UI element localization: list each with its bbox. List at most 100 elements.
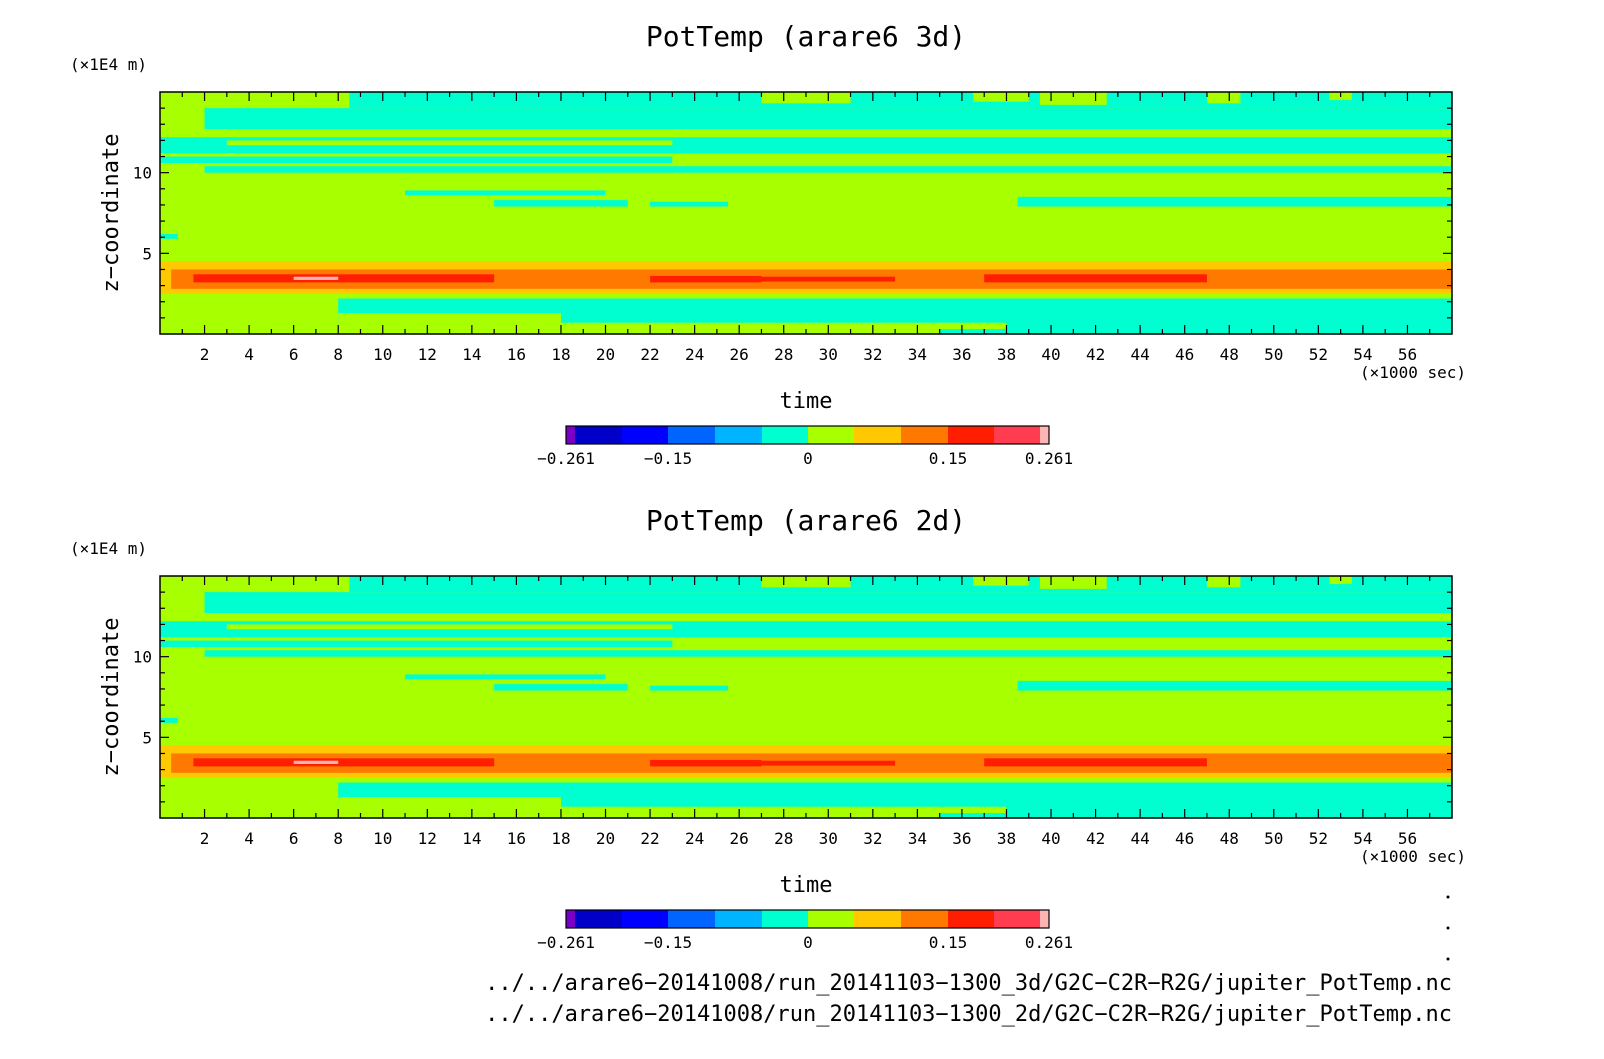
contour-region	[1039, 92, 1107, 105]
contour-region	[204, 592, 1452, 614]
colorbar-swatch	[575, 910, 622, 928]
colorbar-label: 0.261	[1025, 449, 1073, 468]
x-tick-label: 40	[1041, 345, 1060, 364]
x-tick-label: 50	[1264, 829, 1283, 848]
x-tick-label: 32	[863, 829, 882, 848]
contour-region	[349, 576, 1452, 593]
colorbar-swatch	[994, 910, 1040, 928]
colorbar-swatch	[901, 426, 948, 444]
panel-2d: PotTemp (arare6 2d) (×1E4 m) 2 4 6 8 10 12 14 1…	[70, 504, 1466, 952]
contour-region	[226, 140, 673, 146]
y-tick-label: 5	[142, 728, 152, 747]
x-tick-label: 8	[333, 345, 343, 364]
x-tick-label: 52	[1309, 829, 1328, 848]
x-tick-label: 2	[200, 829, 210, 848]
x-tick-label: 10	[373, 829, 392, 848]
dot-marker	[1446, 895, 1450, 899]
y-tick-label: 10	[133, 648, 152, 667]
x-tick-label: 8	[333, 829, 343, 848]
colorbar-swatch	[808, 426, 854, 444]
contour-region	[226, 624, 673, 630]
contour-region	[204, 650, 1452, 657]
contour-region	[338, 797, 561, 814]
colorbar-swatch	[622, 426, 668, 444]
contour-region	[349, 92, 1452, 109]
colorbar-swatch	[566, 910, 575, 928]
colorbar-swatch	[762, 910, 808, 928]
contour-region	[338, 313, 561, 330]
x-tick-label: 44	[1131, 345, 1150, 364]
x-tick-label: 56	[1398, 345, 1417, 364]
dot-marker	[1446, 957, 1450, 961]
contour-region	[193, 758, 495, 767]
colorbar-label: 0.261	[1025, 933, 1073, 952]
x-tick-label: 42	[1086, 829, 1105, 848]
contour-region	[160, 129, 1452, 138]
contour-region	[761, 92, 851, 104]
contour-region	[650, 759, 762, 767]
contour-region	[973, 576, 1029, 586]
x-tick-label: 46	[1175, 345, 1194, 364]
y-unit-label: (×1E4 m)	[70, 539, 147, 558]
axis-ticks: 2 4 6 8 10 12 14 16 18 20 22 24 26 28 30 32 34 36 38 40 42 44…	[133, 576, 1452, 848]
contour-region	[204, 166, 1452, 173]
contour-region	[160, 233, 178, 239]
colorbar-label: 0.15	[929, 449, 968, 468]
colorbar-frame	[565, 425, 1050, 445]
contour-region	[494, 684, 628, 691]
contour-region	[204, 108, 1452, 130]
x-tick-label: 18	[551, 345, 570, 364]
colorbar-label: 0	[803, 933, 813, 952]
contour-region	[1017, 680, 1452, 691]
contour-region	[761, 576, 851, 588]
contour-region	[405, 190, 606, 196]
contour-region	[939, 813, 1452, 818]
y-tick-label: 10	[133, 164, 152, 183]
x-axis-label: time	[780, 389, 833, 414]
x-tick-label: 36	[952, 829, 971, 848]
contour-region	[650, 685, 729, 691]
x-tick-label: 22	[640, 345, 659, 364]
colorbar: −0.261 −0.15 0 0.15 0.261	[537, 425, 1073, 468]
contour-region	[1206, 92, 1241, 104]
contour-region	[160, 137, 1452, 154]
contour-region	[160, 640, 673, 647]
x-tick-label: 30	[819, 829, 838, 848]
x-tick-label: 10	[373, 345, 392, 364]
y-axis-label: z−coordinate	[99, 134, 124, 293]
x-tick-label: 40	[1041, 829, 1060, 848]
x-tick-label: 38	[997, 829, 1016, 848]
colorbar-label: 0	[803, 449, 813, 468]
x-tick-label: 20	[596, 829, 615, 848]
x-axis-label: time	[780, 873, 833, 898]
colorbar-swatch	[566, 426, 575, 444]
colorbar-label: −0.261	[537, 449, 595, 468]
plot-area	[160, 576, 1452, 818]
contour-region	[193, 274, 495, 283]
y-tick-label: 5	[142, 244, 152, 263]
x-tick-label: 4	[244, 345, 254, 364]
contour-region	[973, 92, 1029, 102]
colorbar-swatch	[854, 910, 901, 928]
x-tick-label: 56	[1398, 829, 1417, 848]
x-tick-label: 28	[774, 345, 793, 364]
x-tick-label: 14	[462, 345, 481, 364]
colorbar-label: 0.15	[929, 933, 968, 952]
x-tick-label: 16	[507, 345, 526, 364]
colorbar-swatch	[994, 426, 1040, 444]
colorbar-swatch	[715, 426, 762, 444]
x-tick-label: 16	[507, 829, 526, 848]
x-tick-label: 52	[1309, 345, 1328, 364]
x-tick-label: 34	[908, 829, 927, 848]
colorbar: −0.261 −0.15 0 0.15 0.261	[537, 909, 1073, 952]
x-tick-label: 14	[462, 829, 481, 848]
x-tick-label: 38	[997, 345, 1016, 364]
contour-region	[761, 276, 896, 282]
x-tick-label: 50	[1264, 345, 1283, 364]
x-tick-label: 12	[418, 829, 437, 848]
contour-region	[160, 613, 1452, 622]
contour-region	[1017, 196, 1452, 207]
colorbar-swatch	[668, 426, 715, 444]
contour-region	[293, 276, 339, 280]
axis-ticks: 2 4 6 8 10 12 14 16 18 20 22 24 26 28 30 32 34 36 38 40 42 44…	[133, 92, 1452, 364]
